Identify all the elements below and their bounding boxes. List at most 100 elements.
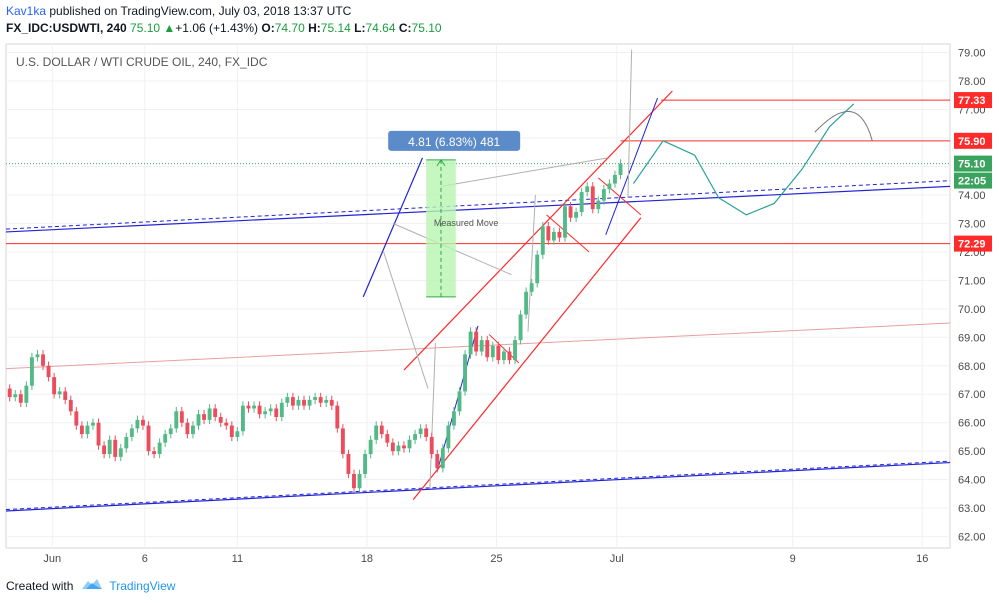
projection-arrow	[527, 194, 536, 332]
candle-body	[368, 439, 373, 455]
candle-body	[113, 439, 118, 457]
measured-move-box	[426, 159, 456, 297]
candle-body	[107, 439, 112, 455]
price-tag-bg	[954, 132, 992, 149]
candle-body	[507, 351, 512, 361]
candle-body	[513, 340, 517, 361]
candle-body	[74, 411, 79, 426]
candle-body	[91, 422, 95, 426]
candle-body	[335, 405, 340, 429]
candle-body	[302, 399, 306, 406]
high-label: H:	[308, 21, 321, 35]
candle-body	[240, 405, 245, 432]
candle-body	[457, 391, 462, 412]
candle-body	[290, 397, 295, 406]
candle-body	[424, 428, 429, 437]
symbol-header: FX_IDC:USDWTI, 240 75.10 ▲+1.06 (+1.43%)…	[6, 21, 442, 35]
candle-body	[179, 411, 184, 423]
candle-body	[485, 340, 490, 358]
channel-trendline	[5, 185, 951, 233]
candle-body	[157, 442, 162, 455]
candle-body	[324, 399, 329, 403]
author-name[interactable]: Kav1ka	[6, 4, 47, 18]
candle-body	[152, 451, 157, 455]
candle-body	[363, 454, 368, 474]
forecast-path	[632, 103, 855, 216]
price-tag-bg	[954, 235, 992, 252]
x-tick-label: 16	[916, 553, 928, 565]
candle-body	[13, 394, 18, 398]
candle-body	[146, 425, 151, 452]
y-tick-label: 62.00	[958, 532, 986, 544]
y-tick-label: 74.00	[958, 190, 986, 202]
candle-body	[96, 422, 101, 446]
candle-body	[7, 388, 12, 398]
candle-body	[557, 231, 562, 238]
x-tick-label: 6	[142, 553, 148, 565]
candle-body	[446, 425, 451, 449]
open-label: O:	[261, 21, 275, 35]
measured-move-arrow-icon	[436, 158, 446, 167]
candle-body	[379, 425, 384, 435]
y-tick-label: 67.00	[958, 389, 986, 401]
candle-body	[618, 163, 623, 175]
candle-body	[535, 254, 540, 284]
candle-body	[313, 397, 318, 400]
rising-channel-upper	[403, 90, 673, 371]
candle-body	[440, 448, 445, 469]
x-tick-label: 11	[232, 553, 243, 565]
candle-body	[402, 445, 406, 449]
candle-body	[390, 442, 395, 452]
candle-body	[46, 365, 51, 378]
candle-body	[118, 448, 123, 457]
candle-body	[268, 408, 273, 412]
candle-body	[501, 351, 506, 361]
candle-body	[35, 354, 40, 358]
chart-title: U.S. DOLLAR / WTI CRUDE OIL, 240, FX_IDC	[16, 55, 268, 69]
candle-body	[546, 226, 551, 241]
tradingview-brand[interactable]: TradingView	[109, 578, 176, 593]
candle-body	[68, 399, 73, 412]
tradingview-logo-icon	[81, 577, 103, 594]
low-value: 74.64	[365, 21, 396, 35]
y-tick-label: 68.00	[958, 361, 986, 373]
candle-body	[407, 439, 412, 449]
candle-body	[474, 331, 479, 352]
last-price-tag-bg	[954, 155, 992, 172]
low-label: L:	[354, 21, 366, 35]
y-tick-label: 69.00	[958, 332, 986, 344]
candle-body	[590, 186, 595, 210]
candle-body	[607, 183, 612, 190]
candle-body	[257, 405, 262, 415]
price-tag-bg	[954, 92, 992, 109]
candle-body	[224, 422, 229, 426]
candle-body	[357, 473, 362, 489]
candle-body	[102, 445, 107, 455]
candle-body	[79, 425, 84, 435]
close-label: C:	[398, 21, 412, 35]
x-tick-label: 25	[490, 553, 502, 565]
footer: Created with TradingView	[6, 577, 175, 594]
x-tick-label: Jun	[43, 553, 61, 565]
flag-line	[546, 214, 590, 253]
countdown-tag-bg	[954, 172, 992, 189]
candle-body	[218, 417, 223, 423]
candle-body	[579, 192, 584, 212]
candle-body	[529, 283, 534, 292]
candle-body	[307, 399, 312, 406]
candle-body	[63, 391, 68, 400]
candle-body	[340, 428, 345, 455]
countdown-tag: 22:05	[958, 176, 986, 188]
candle-body	[252, 405, 256, 409]
candle-body	[163, 434, 168, 443]
candle-body	[29, 357, 34, 386]
high-value: 75.14	[320, 21, 351, 35]
candle-body	[463, 354, 467, 392]
change-arrow-icon: ▲	[163, 21, 176, 35]
candle-body	[318, 397, 323, 403]
candle-body	[596, 200, 601, 210]
candle-body	[479, 340, 484, 352]
flag-line	[597, 177, 642, 216]
measured-move-label: 4.81 (6.83%) 481	[408, 135, 500, 149]
